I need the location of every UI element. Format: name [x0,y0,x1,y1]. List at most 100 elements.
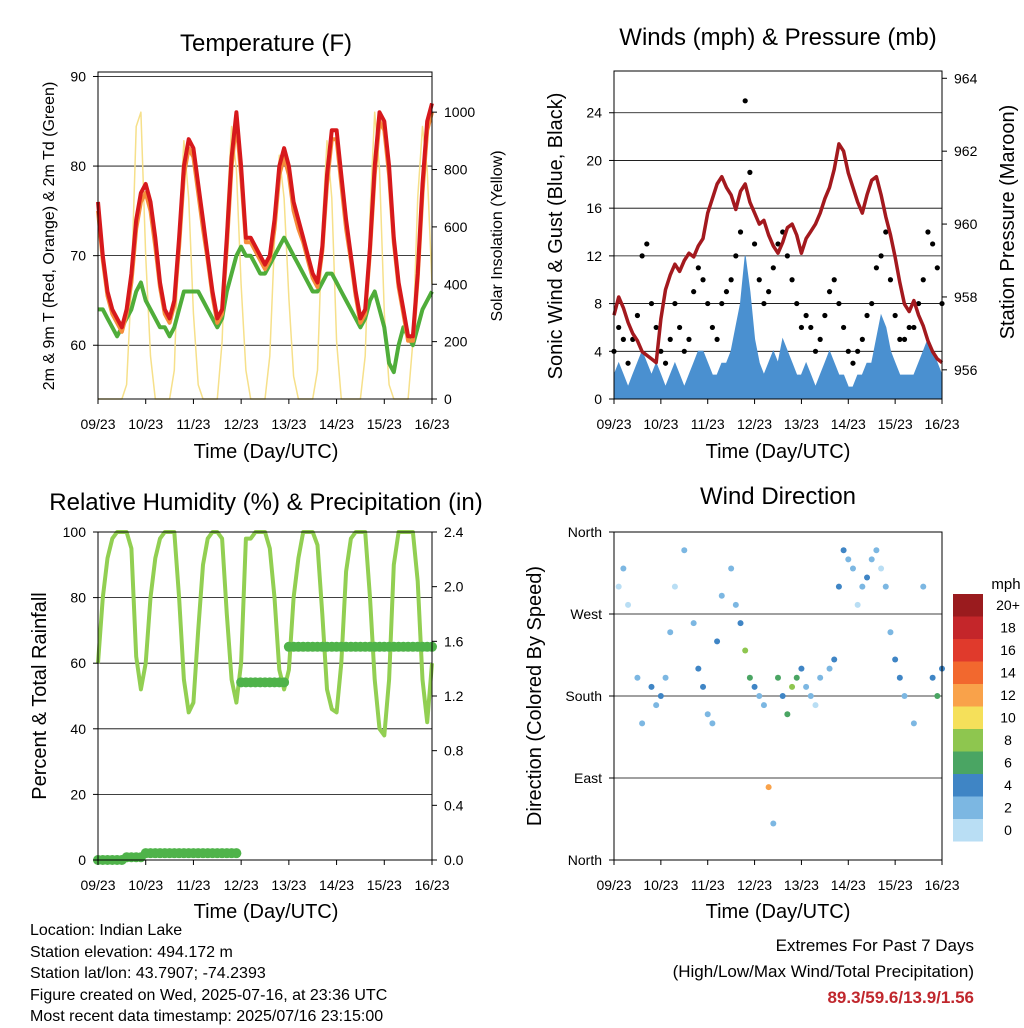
x-tick-label: 09/23 [80,416,115,432]
gust-point [737,229,744,235]
gust-point [869,300,875,307]
direction-point [934,693,941,699]
y-tick-label: West [570,606,602,622]
gust-point [648,300,655,307]
gust-point [901,336,908,342]
direction-point [700,683,707,690]
x-tick-label: 12/23 [224,877,259,893]
direction-point [662,674,669,681]
direction-point [760,702,767,709]
gust-point [911,324,917,331]
gust-point [878,253,884,259]
x-tick-label: 11/23 [176,877,210,893]
gust-point [817,336,823,342]
colorbar-swatch [953,706,983,729]
speed-colorbar: mph 20+ 18 16 14 12 10 8 6 4 2 0 [953,576,1021,842]
gust-point [644,241,650,247]
x-tick-label: 16/23 [414,877,449,893]
temperature-left-ticks: 60 70 80 90 [70,68,98,353]
gust-point [728,277,734,283]
humidity-left-ticks: 0 20 40 60 80 100 [63,524,98,868]
direction-point [878,565,885,572]
temperature-x-label: Time (Day/UTC) [194,441,339,463]
gust-point [812,348,819,354]
direction-point [765,784,772,791]
gust-point [883,229,889,235]
colorbar-swatch [953,774,983,797]
colorbar-swatch [953,751,983,774]
x-tick-label: 13/23 [271,877,306,893]
x-tick-label: 10/23 [643,877,678,893]
wind-direction-left-label: Direction (Colored By Speed) [524,566,546,826]
dewpoint-line [98,235,434,375]
x-tick-label: 15/23 [878,416,913,432]
x-tick-label: 11/23 [176,416,210,432]
wind-direction-x-ticks: 09/23 10/23 11/23 12/23 13/23 14/23 15/23 16/23 [596,860,960,893]
direction-point [690,620,697,627]
gust-point [634,312,641,319]
direction-point [887,629,894,636]
direction-point [746,674,753,681]
x-tick-label: 15/23 [878,877,913,893]
gust-point [925,229,931,235]
x-tick-label: 09/23 [596,877,631,893]
x-tick-label: 13/23 [784,416,819,432]
direction-point [667,629,674,636]
extremes-values: 89.3/59.6/13.9/1.56 [827,988,974,1007]
x-tick-label: 14/23 [831,877,866,893]
y2-tick-label: 800 [444,162,468,178]
y-tick-label: 100 [63,524,87,540]
x-tick-label: 09/23 [596,416,631,432]
direction-point [910,720,917,727]
y2-tick-label: 1.2 [444,688,464,704]
y-tick-label: 80 [70,158,86,174]
temp-2m-line [96,102,434,339]
temperature-right-ticks: 0 200 400 600 800 1000 [432,104,475,407]
x-tick-label: 16/23 [414,416,449,432]
temperature-title: Temperature (F) [180,30,352,57]
gust-point [719,300,725,307]
direction-point [864,574,871,581]
y-tick-label: 60 [70,337,86,353]
colorbar-label: 18 [1000,620,1016,636]
sonic-wind-area [613,255,943,400]
humidity-panel: Relative Humidity (%) & Precipitation (i… [29,489,483,923]
gust-point [766,289,772,295]
direction-point [737,620,744,627]
gust-point [639,253,645,259]
winds-right-ticks: 956 958 960 962 964 [942,70,978,378]
direction-point [901,693,908,699]
y2-tick-label: 960 [954,216,978,232]
temperature-right-label: Solar Insolation (Yellow) [489,150,506,321]
x-tick-label: 15/23 [367,877,402,893]
gust-point [700,277,706,283]
direction-point [854,601,861,608]
gust-point [864,312,870,319]
gust-point [733,253,739,259]
direction-point [634,674,641,681]
y-tick-label: 40 [70,721,86,737]
y2-tick-label: 964 [954,70,978,86]
y-tick-label: 80 [70,590,86,606]
station-pressure-line [612,142,944,365]
direction-point [831,656,838,663]
direction-point [751,683,758,690]
x-tick-label: 14/23 [831,416,866,432]
gust-point [653,324,659,331]
x-tick-label: 13/23 [271,416,306,432]
gust-point [662,360,669,366]
temperature-panel: Temperature (F) 09/23 10/23 11/23 12/23 13/2… [41,30,506,463]
gust-point [841,324,847,331]
humidity-x-ticks: 09/23 10/23 11/23 12/23 13/23 14/23 15/23 16/23 [80,860,450,893]
gust-point [822,312,828,319]
station-latlon: Station lat/lon: 43.7907; -74.2393 [30,965,266,982]
direction-point [732,601,739,608]
gust-point [850,360,856,366]
x-tick-label: 16/23 [924,877,959,893]
y2-tick-label: 962 [954,143,978,159]
winds-panel: Winds (mph) & Pressure (mb) 09/23 10/23 11… [545,24,1019,463]
y2-tick-label: 0.0 [444,852,464,868]
gust-point [775,241,781,247]
extremes-subheading: (High/Low/Max Wind/Total Precipitation) [672,962,974,981]
y2-tick-label: 0.8 [444,743,464,759]
